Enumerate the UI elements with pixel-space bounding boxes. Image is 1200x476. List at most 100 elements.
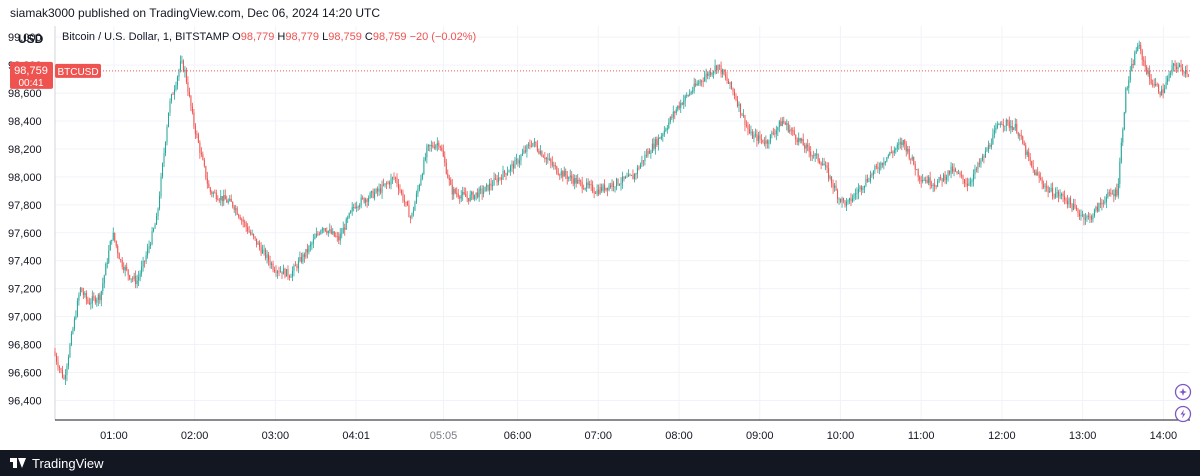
candle-body bbox=[611, 183, 613, 188]
candle-body bbox=[1007, 119, 1009, 122]
candle-body bbox=[54, 351, 56, 356]
candle-body bbox=[626, 176, 628, 178]
legend-part: C bbox=[365, 31, 373, 43]
candle-body bbox=[940, 176, 942, 179]
candle-body bbox=[1144, 60, 1146, 67]
candle-body bbox=[1050, 187, 1052, 192]
candle-body bbox=[898, 143, 900, 145]
x-tick-label: 11:00 bbox=[908, 430, 935, 442]
candle-body bbox=[483, 191, 485, 194]
candlestick-chart[interactable]: 96,400 96,600 96,800 97,000 97,200 97,400 97,6… bbox=[0, 26, 1200, 450]
candle-body bbox=[647, 150, 649, 156]
candle-body bbox=[1011, 126, 1013, 130]
candle-body bbox=[1116, 189, 1118, 196]
candle-body bbox=[141, 266, 143, 274]
legend-part: Bitcoin / U.S. Dollar, 1, BITSTAMP bbox=[62, 31, 232, 43]
candle-body bbox=[908, 149, 910, 159]
candle-body bbox=[424, 157, 426, 160]
candle-body bbox=[415, 193, 417, 203]
candle-body bbox=[917, 169, 919, 177]
candle-body bbox=[287, 268, 289, 277]
candle-body bbox=[850, 198, 852, 202]
candle-body bbox=[447, 173, 449, 178]
candle-body bbox=[502, 170, 504, 180]
candle-body bbox=[247, 226, 249, 232]
candle-body bbox=[753, 134, 755, 139]
candle-body bbox=[365, 199, 367, 203]
candle-body bbox=[427, 144, 429, 147]
plus-circle-icon[interactable] bbox=[1174, 383, 1192, 401]
candle-body bbox=[756, 134, 758, 142]
chart-area[interactable]: 96,400 96,600 96,800 97,000 97,200 97,400 97,6… bbox=[0, 26, 1200, 450]
plus-circle-glyph bbox=[1179, 388, 1187, 396]
candle-body bbox=[82, 292, 84, 295]
candle-body bbox=[150, 244, 152, 247]
candle-body bbox=[148, 246, 150, 249]
candle-body bbox=[1101, 202, 1103, 205]
candle-body bbox=[1153, 84, 1155, 86]
legend-part: O bbox=[232, 31, 241, 43]
candle-body bbox=[1155, 84, 1157, 86]
candle-body bbox=[751, 131, 753, 139]
candle-body bbox=[633, 173, 635, 180]
candle-body bbox=[648, 150, 650, 154]
candle-body bbox=[1019, 135, 1021, 137]
candle-body bbox=[1040, 177, 1042, 180]
candle-body bbox=[162, 163, 164, 177]
candle-body bbox=[224, 195, 226, 200]
candle-body bbox=[621, 176, 624, 183]
candle-body bbox=[704, 76, 706, 82]
candle-body bbox=[763, 142, 765, 144]
candle-body bbox=[884, 161, 886, 163]
candle-body bbox=[409, 217, 411, 219]
candle-body bbox=[890, 152, 892, 153]
candle-body bbox=[1083, 214, 1085, 220]
candle-body bbox=[925, 180, 927, 181]
candle-body bbox=[1065, 199, 1067, 201]
candle-body bbox=[445, 162, 447, 174]
candle-body bbox=[1092, 215, 1094, 220]
candle-body bbox=[851, 198, 854, 202]
candle-body bbox=[130, 278, 132, 280]
tradingview-logo[interactable]: TradingView bbox=[10, 456, 104, 471]
candle-body bbox=[583, 188, 585, 190]
candle-body bbox=[315, 233, 317, 238]
candle-body bbox=[777, 127, 779, 131]
candle-body bbox=[253, 233, 255, 237]
candle-body bbox=[239, 216, 241, 220]
candle-body bbox=[789, 129, 791, 132]
lightning-circle-icon[interactable] bbox=[1174, 405, 1192, 423]
candle-body bbox=[893, 149, 895, 153]
candle-body bbox=[127, 269, 129, 276]
candle-body bbox=[100, 291, 102, 301]
candle-body bbox=[269, 260, 271, 265]
candle-body bbox=[672, 111, 674, 118]
candle-body bbox=[1049, 191, 1051, 193]
candle-body bbox=[811, 155, 813, 157]
candle-body bbox=[170, 94, 173, 102]
candle-body bbox=[87, 299, 89, 303]
candle-body bbox=[1078, 213, 1081, 217]
candle-body bbox=[538, 150, 540, 154]
candle-body bbox=[1034, 169, 1036, 176]
candle-body bbox=[669, 116, 671, 123]
candle-body bbox=[804, 145, 806, 149]
candle-body bbox=[294, 265, 296, 267]
candle-body bbox=[139, 273, 141, 277]
symbol-tag-bg bbox=[55, 63, 101, 78]
candle-body bbox=[515, 159, 517, 161]
candle-body bbox=[1186, 70, 1188, 75]
candle-body bbox=[750, 131, 752, 134]
y-tick-label: 99,000 bbox=[8, 32, 42, 44]
candle-body bbox=[214, 192, 216, 194]
candle-body bbox=[111, 239, 113, 242]
candle-body bbox=[620, 182, 622, 185]
candle-body bbox=[342, 227, 344, 234]
candle-body bbox=[711, 72, 713, 75]
candle-body bbox=[197, 135, 199, 143]
candle-body bbox=[1001, 124, 1003, 126]
candle-body bbox=[169, 101, 171, 113]
candle-body bbox=[1165, 81, 1167, 89]
candle-body bbox=[866, 178, 868, 182]
candle-body bbox=[442, 150, 444, 157]
